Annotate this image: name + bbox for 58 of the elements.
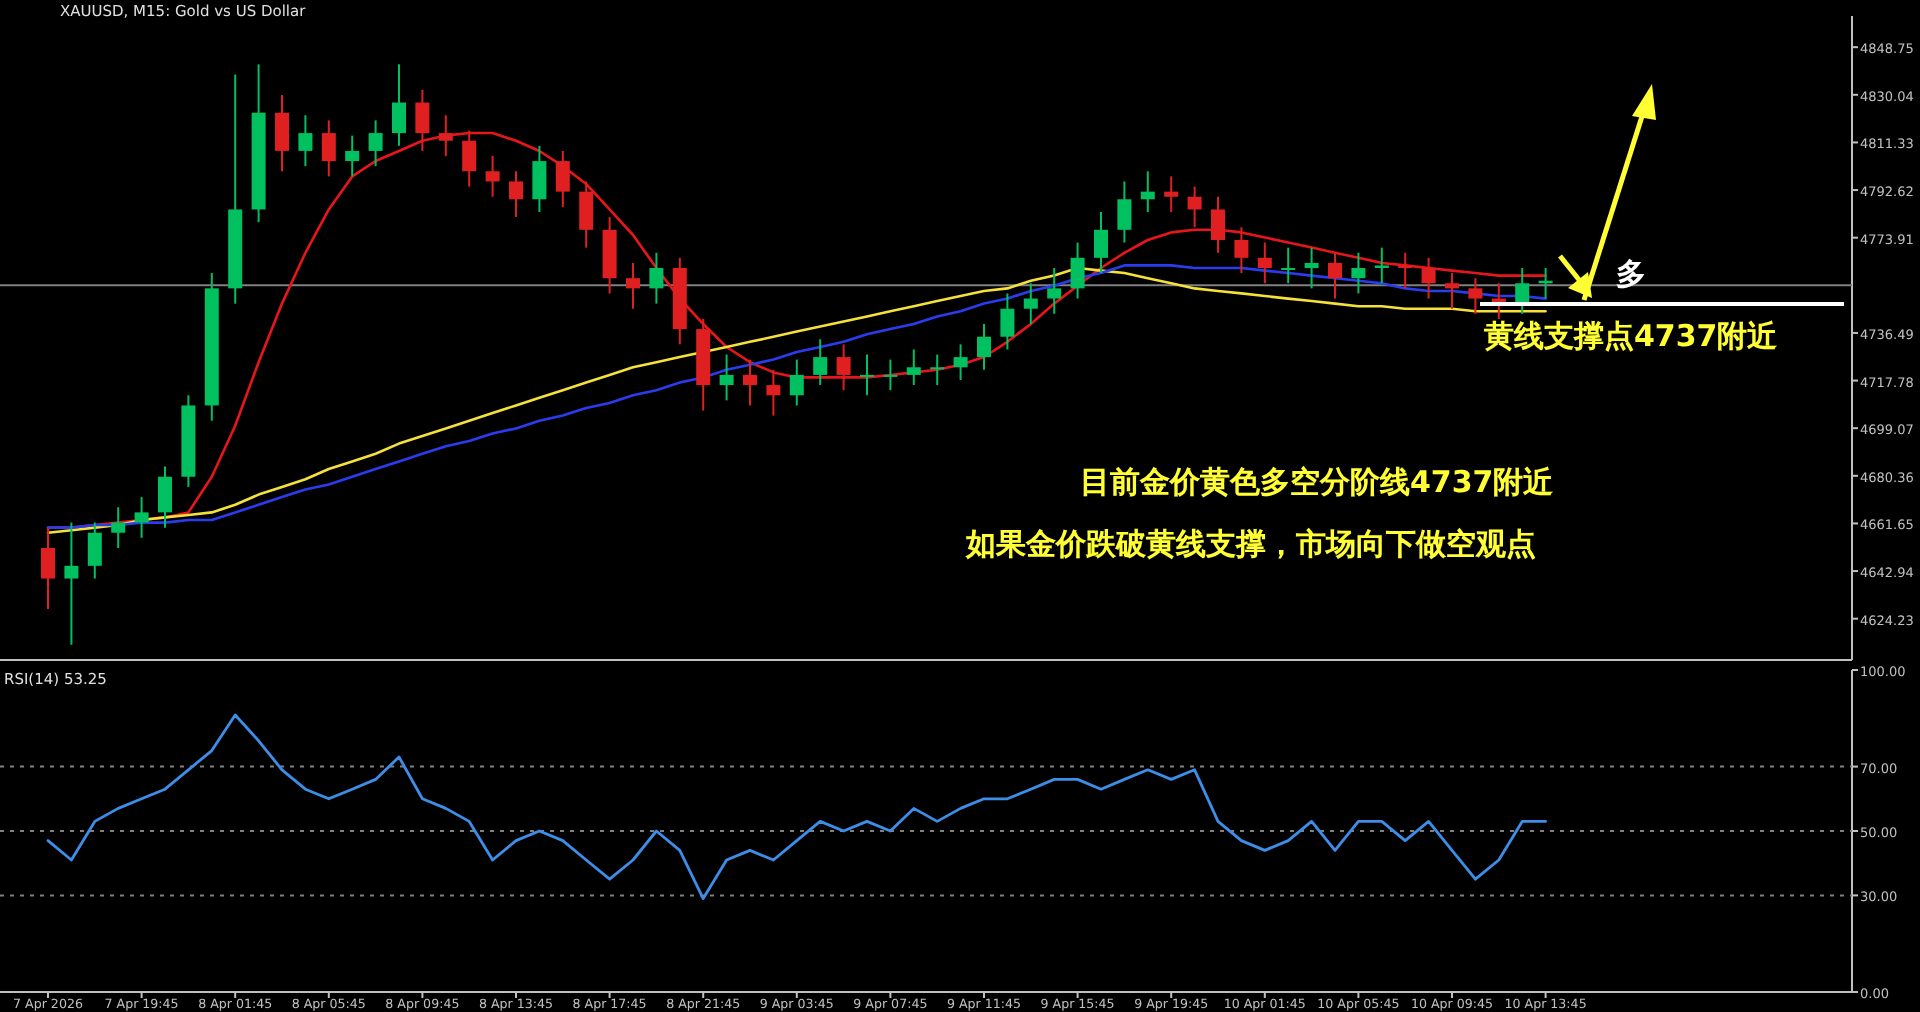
candlestick bbox=[87, 521, 102, 580]
annotation: 目前金价黄色多空分阶线4737附近 bbox=[1080, 464, 1556, 500]
candlestick bbox=[1515, 267, 1530, 315]
candlestick bbox=[836, 343, 851, 392]
candlestick bbox=[509, 170, 523, 219]
candlestick bbox=[1094, 211, 1108, 275]
candlestick bbox=[1281, 246, 1296, 285]
candlestick bbox=[766, 368, 781, 417]
candlestick bbox=[1374, 246, 1389, 285]
candlestick bbox=[906, 348, 921, 387]
candlestick bbox=[1117, 180, 1132, 244]
candlestick bbox=[1047, 267, 1062, 315]
candlestick bbox=[1304, 246, 1319, 290]
candlestick bbox=[1398, 251, 1413, 290]
candlestick bbox=[860, 353, 874, 397]
candlestick bbox=[1070, 241, 1085, 300]
candlestick bbox=[953, 343, 968, 381]
candlestick bbox=[64, 521, 79, 646]
candlestick bbox=[532, 144, 547, 213]
candlestick bbox=[298, 114, 313, 168]
candlestick bbox=[1187, 185, 1202, 229]
candlestick bbox=[789, 358, 804, 407]
candlestick bbox=[719, 353, 734, 402]
candlestick bbox=[392, 63, 406, 147]
candlestick bbox=[930, 353, 945, 387]
candlestick bbox=[275, 93, 289, 173]
candlestick bbox=[1421, 256, 1436, 300]
candlestick bbox=[41, 526, 55, 611]
candlestick bbox=[321, 119, 336, 178]
candlestick bbox=[1257, 241, 1272, 285]
candlestick bbox=[1023, 282, 1038, 325]
text: 多 bbox=[1616, 256, 1646, 292]
candlestick bbox=[368, 119, 383, 168]
candlestick bbox=[883, 358, 898, 392]
candlestick bbox=[345, 134, 360, 178]
candlestick bbox=[158, 465, 172, 529]
candlestick bbox=[134, 496, 149, 539]
candlestick bbox=[1468, 277, 1483, 315]
candlestick bbox=[1140, 170, 1155, 213]
candlestick bbox=[579, 180, 594, 249]
candlestick bbox=[977, 323, 991, 371]
candlestick bbox=[485, 155, 500, 198]
candlestick bbox=[111, 506, 126, 549]
line-series bbox=[46, 713, 1547, 900]
candlestick bbox=[1351, 251, 1366, 295]
candlestick bbox=[743, 358, 757, 407]
candlestick bbox=[626, 261, 640, 310]
candlestick bbox=[1234, 226, 1249, 275]
candlestick bbox=[1000, 292, 1015, 351]
candlestick bbox=[649, 251, 664, 305]
annotation: 如果金价跌破黄线支撑，市场向下做空观点 bbox=[964, 526, 1536, 562]
candlestick bbox=[555, 149, 570, 208]
annotation: 黄线支撑点4737附近 bbox=[1482, 318, 1780, 354]
candlestick bbox=[813, 338, 828, 387]
candlestick bbox=[1445, 272, 1459, 310]
candlestick bbox=[1328, 251, 1342, 300]
candlestick bbox=[1164, 175, 1179, 213]
candlestick bbox=[1211, 195, 1225, 254]
